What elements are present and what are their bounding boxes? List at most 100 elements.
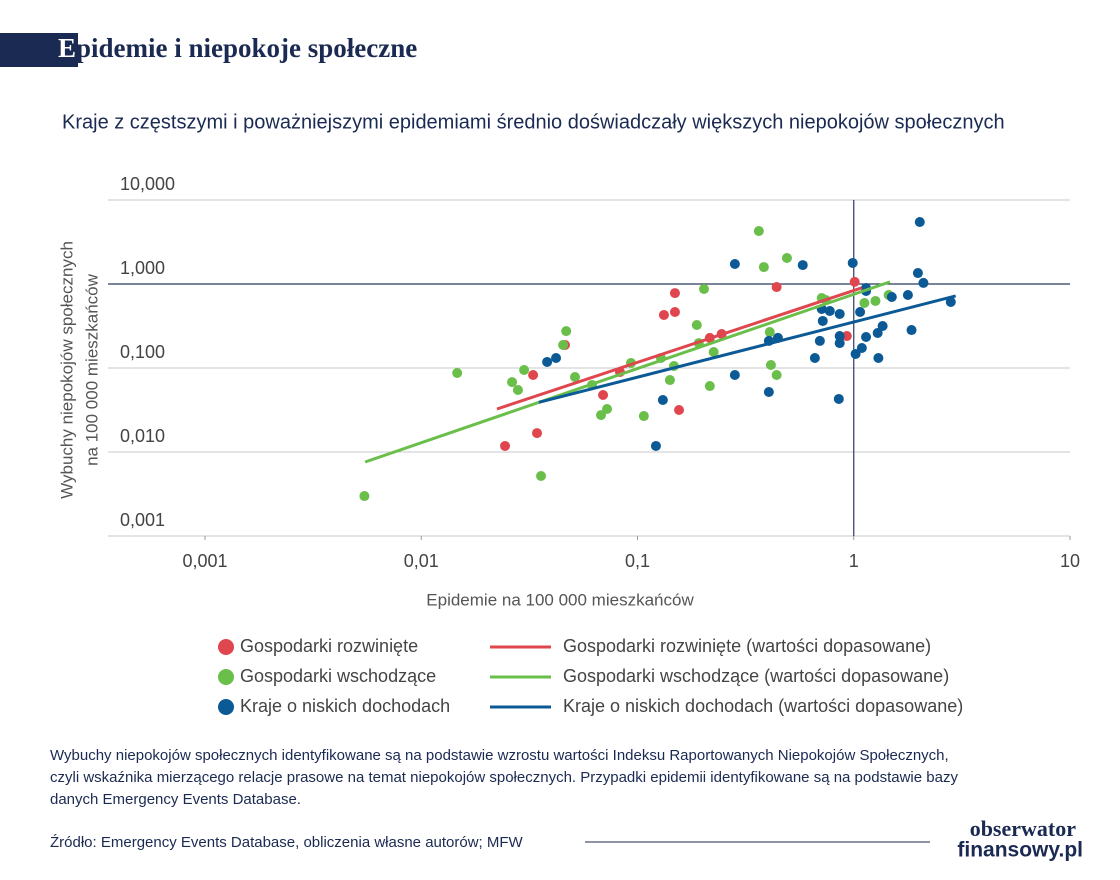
point bbox=[902, 289, 913, 300]
point bbox=[918, 277, 929, 288]
fit-line bbox=[364, 280, 891, 464]
title-block bbox=[0, 33, 78, 67]
point bbox=[945, 296, 956, 307]
logo: finansowy.pl bbox=[957, 839, 1083, 862]
x-tick-label: 0,001 bbox=[182, 551, 227, 571]
point bbox=[598, 390, 609, 401]
legend-marker bbox=[218, 639, 234, 655]
logo: obserwator bbox=[970, 816, 1077, 841]
point bbox=[834, 338, 845, 349]
legend-label: Kraje o niskich dochodach (wartości dopa… bbox=[563, 696, 963, 716]
point bbox=[914, 217, 925, 228]
y-axis-label: na 100 000 mieszkańców bbox=[82, 273, 101, 466]
point bbox=[912, 268, 923, 279]
point bbox=[758, 262, 769, 273]
x-tick-label: 0,1 bbox=[625, 551, 650, 571]
fit-line bbox=[538, 294, 957, 404]
point bbox=[870, 295, 881, 306]
legend-label: Gospodarki rozwinięte bbox=[240, 636, 418, 656]
point bbox=[359, 491, 370, 502]
x-tick-label: 0,01 bbox=[404, 551, 439, 571]
point bbox=[698, 283, 709, 294]
legend-marker bbox=[218, 669, 234, 685]
y-tick-label: 0,010 bbox=[120, 426, 165, 446]
point bbox=[536, 470, 547, 481]
point bbox=[834, 308, 845, 319]
y-tick-label: 1,000 bbox=[120, 258, 165, 278]
point bbox=[691, 320, 702, 331]
point bbox=[797, 260, 808, 271]
point bbox=[519, 364, 530, 375]
point bbox=[532, 428, 543, 439]
point bbox=[729, 369, 740, 380]
note: danych Emergency Events Database. bbox=[50, 791, 301, 808]
point bbox=[704, 381, 715, 392]
point bbox=[558, 339, 569, 350]
source: Źródło: Emergency Events Database, oblic… bbox=[50, 834, 524, 851]
point bbox=[602, 404, 613, 415]
point bbox=[833, 393, 844, 404]
point bbox=[765, 359, 776, 370]
point bbox=[452, 367, 463, 378]
point bbox=[906, 325, 917, 336]
point bbox=[824, 306, 835, 317]
x-tick-label: 1 bbox=[849, 551, 859, 571]
point bbox=[771, 369, 782, 380]
y-tick-label: 0,100 bbox=[120, 342, 165, 362]
point bbox=[764, 327, 775, 338]
point bbox=[861, 331, 872, 342]
point bbox=[834, 331, 845, 342]
point bbox=[561, 326, 572, 337]
point bbox=[658, 309, 669, 320]
point bbox=[841, 331, 852, 342]
point bbox=[528, 369, 539, 380]
note: czyli wskaźnika mierzącego relacje praso… bbox=[50, 769, 958, 786]
point bbox=[763, 386, 774, 397]
point bbox=[512, 385, 523, 396]
fit-line bbox=[496, 286, 863, 411]
point bbox=[781, 252, 792, 263]
point bbox=[814, 335, 825, 346]
point bbox=[771, 282, 782, 293]
point bbox=[873, 353, 884, 364]
point bbox=[674, 405, 685, 416]
point bbox=[507, 377, 518, 388]
point bbox=[872, 328, 883, 339]
point bbox=[669, 288, 680, 299]
point bbox=[657, 394, 668, 405]
x-tick-label: 10 bbox=[1060, 551, 1080, 571]
point bbox=[877, 321, 888, 332]
point bbox=[664, 375, 675, 386]
point bbox=[886, 292, 897, 303]
point bbox=[855, 307, 866, 318]
legend-marker bbox=[218, 699, 234, 715]
point bbox=[542, 356, 553, 367]
point bbox=[856, 343, 867, 354]
point bbox=[638, 411, 649, 422]
point bbox=[850, 348, 861, 359]
point bbox=[650, 440, 661, 451]
y-axis-label: Wybuchy niepokojów społecznych bbox=[57, 241, 76, 499]
y-tick-label: 0,001 bbox=[120, 510, 165, 530]
legend-label: Gospodarki wschodzące (wartości dopasowa… bbox=[563, 666, 949, 686]
subtitle: Kraje z częstszymi i poważniejszymi epid… bbox=[62, 111, 1005, 133]
point bbox=[729, 259, 740, 270]
point bbox=[500, 440, 511, 451]
point bbox=[708, 347, 719, 358]
point bbox=[849, 276, 860, 287]
y-tick-label: 10,000 bbox=[120, 174, 175, 194]
page-title: Epidemie i niepokoje społeczne bbox=[58, 33, 417, 63]
point bbox=[551, 353, 562, 364]
point bbox=[859, 298, 870, 309]
point bbox=[669, 307, 680, 318]
point bbox=[596, 410, 607, 421]
x-axis-label: Epidemie na 100 000 mieszkańców bbox=[426, 590, 694, 609]
point bbox=[569, 372, 580, 383]
legend-label: Gospodarki wschodzące bbox=[240, 666, 436, 686]
point bbox=[809, 353, 820, 364]
legend-label: Kraje o niskich dochodach bbox=[240, 696, 450, 716]
point bbox=[753, 226, 764, 237]
point bbox=[817, 315, 828, 326]
legend-label: Gospodarki rozwinięte (wartości dopasowa… bbox=[563, 636, 931, 656]
